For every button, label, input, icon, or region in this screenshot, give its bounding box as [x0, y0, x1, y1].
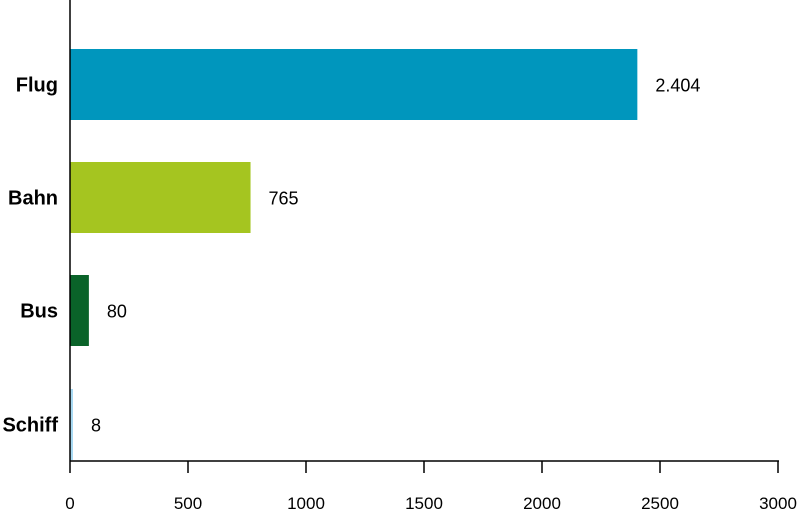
- category-label-bahn: Bahn: [8, 188, 58, 210]
- x-ticks-group: 0 500 1000 1500 2000 2500 3000: [65, 461, 797, 513]
- x-tick-label-1500: 1500: [405, 494, 443, 513]
- category-label-flug: Flug: [16, 75, 58, 97]
- x-tick-label-2000: 2000: [523, 494, 561, 513]
- value-label-flug: 2.404: [655, 76, 700, 96]
- x-tick-label-3000: 3000: [759, 494, 797, 513]
- category-label-bus: Bus: [20, 301, 58, 323]
- bar-bahn: [70, 162, 251, 233]
- bars-group: [70, 49, 638, 460]
- value-label-schiff: 8: [91, 416, 101, 436]
- bar-bus: [70, 275, 89, 346]
- value-labels: 2.404 765 80 8: [91, 76, 700, 436]
- bar-schiff: [70, 389, 73, 460]
- category-labels: Flug Bahn Bus Schiff: [2, 75, 58, 437]
- x-tick-label-0: 0: [65, 494, 74, 513]
- value-label-bahn: 765: [269, 189, 299, 209]
- x-tick-label-2500: 2500: [641, 494, 679, 513]
- x-tick-label-1000: 1000: [287, 494, 325, 513]
- category-label-schiff: Schiff: [2, 415, 58, 437]
- x-tick-label-500: 500: [174, 494, 202, 513]
- value-label-bus: 80: [107, 302, 127, 322]
- bar-flug: [70, 49, 638, 120]
